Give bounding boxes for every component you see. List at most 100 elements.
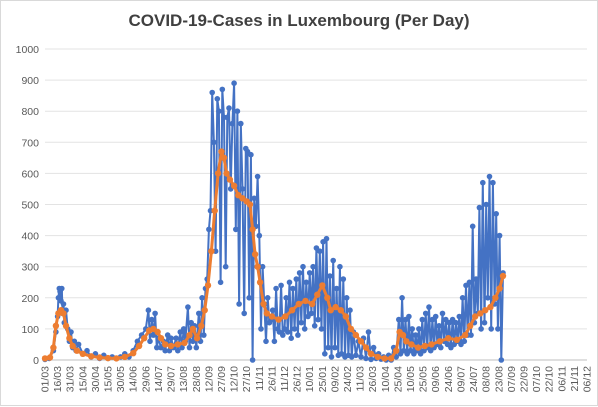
data-point [396, 316, 402, 323]
data-point [158, 344, 164, 351]
x-tick-label: 06/12 [582, 366, 594, 392]
x-tick-label: 24/06 [443, 366, 455, 392]
data-point [308, 310, 315, 317]
data-point [332, 344, 338, 351]
data-point [238, 120, 244, 127]
data-point [62, 322, 70, 329]
data-point [358, 354, 364, 360]
data-point [263, 338, 269, 345]
data-point [332, 303, 339, 311]
x-tick-label: 11/11 [254, 366, 266, 391]
data-point [314, 291, 321, 298]
data-point [249, 357, 256, 363]
data-point [269, 307, 276, 314]
x-tick-label: 30/05 [115, 366, 127, 392]
data-point [79, 350, 87, 357]
data-point [50, 344, 57, 351]
data-point [224, 114, 231, 121]
data-point [438, 344, 444, 351]
data-point [426, 304, 432, 310]
data-point [268, 313, 276, 320]
x-tick-label: 25/04 [392, 366, 404, 392]
x-tick-label: 27/09 [216, 366, 228, 392]
data-point [422, 310, 429, 317]
data-point [60, 310, 67, 317]
data-point [486, 173, 493, 180]
x-tick-label: 12/10 [229, 366, 241, 392]
data-point [327, 273, 333, 279]
x-tick-label: 13/08 [178, 366, 190, 392]
x-tick-label: 09/02 [329, 366, 341, 392]
data-point [487, 303, 494, 311]
data-point [328, 354, 335, 360]
y-tick-label: 400 [21, 231, 39, 243]
data-point [319, 282, 326, 289]
data-point [483, 201, 490, 208]
data-point [468, 332, 474, 338]
x-tick-label: 26/11 [266, 366, 278, 392]
data-point [298, 319, 305, 326]
data-point [167, 342, 175, 350]
data-point [481, 319, 488, 326]
data-point [249, 226, 256, 233]
data-point [477, 310, 484, 317]
data-point [185, 304, 191, 310]
data-point [73, 347, 81, 354]
data-point [453, 319, 459, 326]
data-point [428, 341, 435, 348]
data-point [273, 285, 279, 292]
data-point [208, 248, 215, 255]
data-point [256, 279, 264, 286]
x-tick-label: 12/09 [203, 366, 215, 392]
data-point [381, 355, 388, 362]
x-tick-label: 24/02 [342, 366, 354, 392]
x-tick-label: 07/10 [531, 366, 543, 392]
data-point [196, 310, 202, 317]
data-point [473, 276, 479, 282]
data-point [374, 353, 381, 361]
data-point [181, 339, 188, 347]
x-tick-label: 07/09 [506, 366, 518, 392]
data-point [353, 352, 359, 359]
data-point [293, 276, 300, 282]
data-point [198, 322, 205, 329]
data-point [337, 263, 343, 270]
x-tick-label: 25/01 [317, 366, 329, 392]
data-point [300, 263, 306, 270]
x-tick-label: 31/03 [65, 366, 77, 392]
data-point [365, 329, 372, 335]
data-point [251, 251, 259, 258]
data-point [145, 307, 152, 314]
x-tick-label: 30/04 [90, 366, 102, 392]
data-point [59, 285, 65, 292]
data-point [219, 86, 226, 93]
data-point [388, 355, 395, 362]
data-point [324, 294, 331, 301]
data-point [393, 347, 400, 354]
data-point [190, 338, 196, 345]
data-point [432, 313, 439, 320]
data-point [130, 350, 137, 357]
data-point [278, 282, 284, 289]
x-tick-label: 11/03 [355, 366, 367, 392]
x-tick-label: 09/07 [455, 366, 467, 392]
data-point [498, 357, 505, 363]
data-point [399, 331, 407, 339]
data-point [352, 331, 360, 339]
data-point [226, 176, 234, 183]
data-point [218, 148, 225, 155]
x-tick-label: 14/07 [153, 366, 165, 392]
x-tick-label: 21/11 [569, 366, 581, 392]
data-point [280, 332, 286, 338]
data-point [69, 342, 76, 350]
data-point [259, 263, 266, 270]
x-tick-label: 29/06 [140, 366, 152, 392]
data-point [495, 326, 501, 332]
data-point [236, 301, 242, 307]
data-point [301, 326, 308, 332]
y-tick-label: 200 [21, 293, 39, 305]
data-point [88, 353, 95, 360]
x-tick-label: 16/03 [52, 366, 64, 392]
x-tick-label: 14/06 [128, 366, 140, 392]
